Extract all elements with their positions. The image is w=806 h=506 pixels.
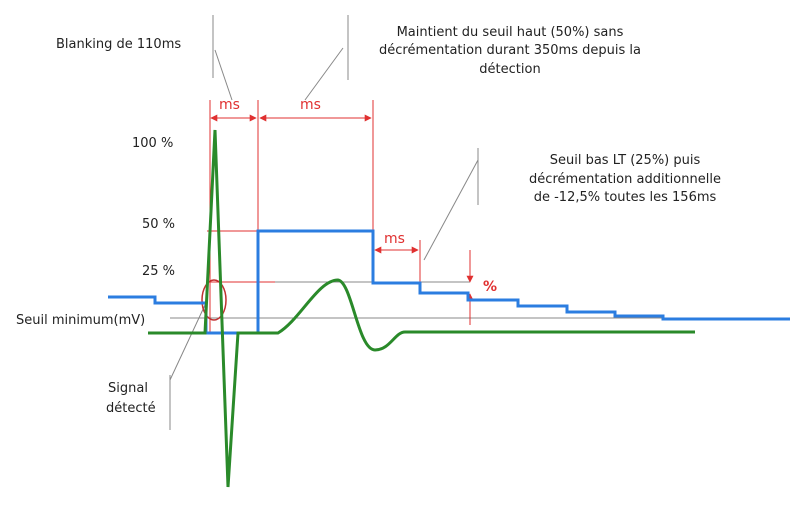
ms-label: ms bbox=[219, 97, 240, 113]
low-label: de -12,5% toutes les 156ms bbox=[534, 190, 717, 205]
labels: Blanking de 110ms Maintient du seuil hau… bbox=[16, 25, 721, 416]
signal-line bbox=[148, 129, 695, 488]
hold-label: Maintient du seuil haut (50%) sans bbox=[397, 25, 624, 40]
low-label: décrémentation additionnelle bbox=[529, 172, 721, 187]
ms-label: ms bbox=[300, 97, 321, 113]
hold-label: détection bbox=[479, 62, 540, 77]
hold-label: décrémentation durant 350ms depuis la bbox=[379, 43, 641, 58]
low-label: Seuil bas LT (25%) puis bbox=[550, 153, 701, 168]
ms-label: ms bbox=[384, 231, 405, 247]
level-label: 50 % bbox=[142, 217, 175, 232]
minimum-label: Seuil minimum(mV) bbox=[16, 313, 145, 328]
blanking-label: Blanking de 110ms bbox=[56, 37, 181, 52]
signal-label: Signal bbox=[108, 381, 148, 396]
percent-label: % bbox=[483, 279, 497, 295]
red-lines bbox=[201, 100, 474, 333]
gray-lines bbox=[169, 15, 790, 430]
signal-label: détecté bbox=[106, 401, 156, 416]
level-label: 100 % bbox=[132, 136, 173, 151]
level-label: 25 % bbox=[142, 264, 175, 279]
